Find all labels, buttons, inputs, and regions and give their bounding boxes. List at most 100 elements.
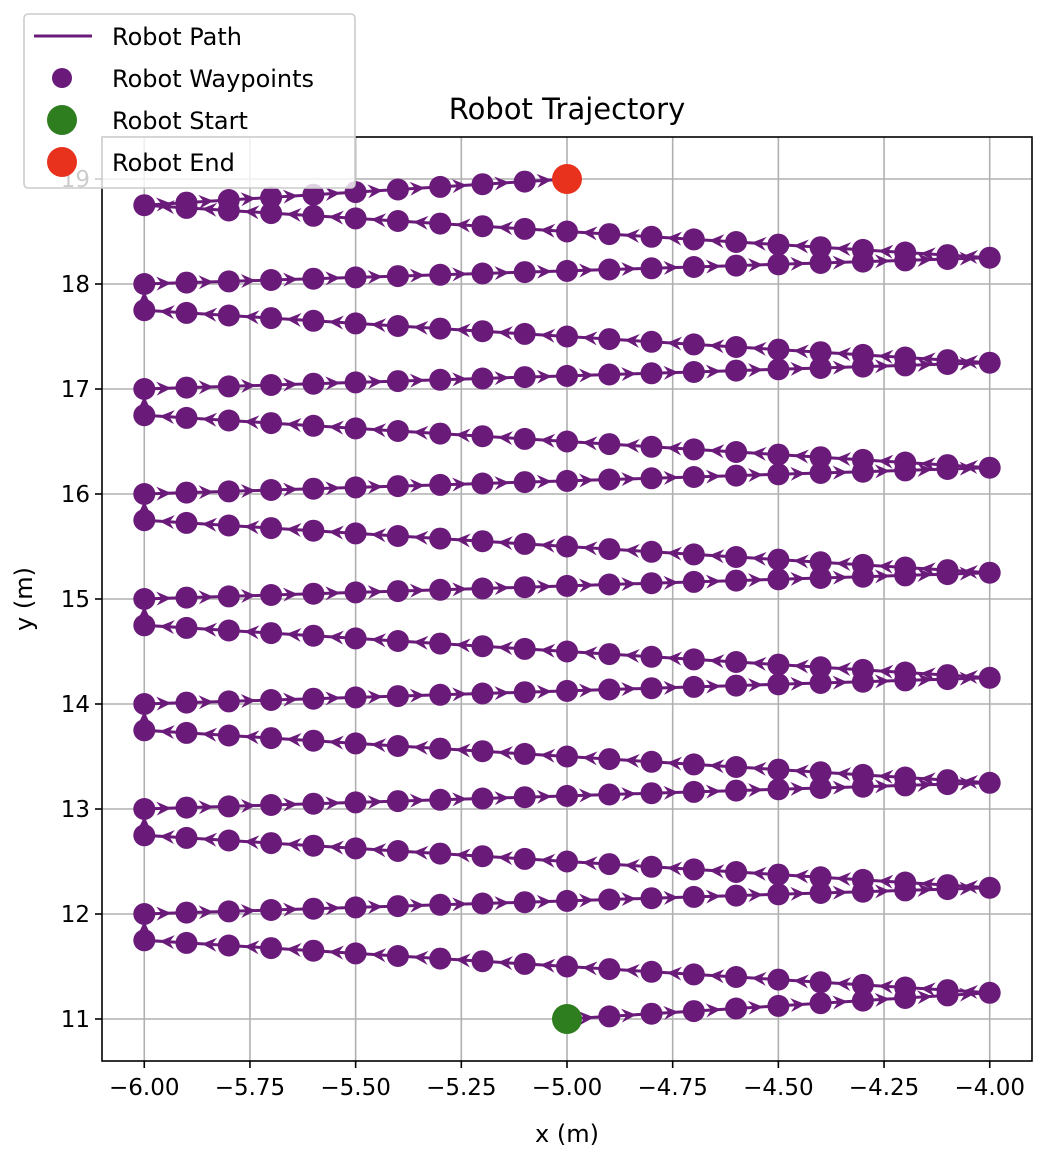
path-direction-arrow (832, 360, 848, 375)
legend-swatch-robot-start (47, 105, 77, 135)
path-direction-arrow (286, 207, 302, 222)
robot-waypoint (725, 359, 748, 382)
path-direction-arrow (282, 482, 299, 497)
robot-waypoint (640, 435, 663, 458)
path-direction-arrow (621, 892, 637, 907)
path-direction-arrow (917, 567, 933, 582)
robot-waypoint (682, 543, 705, 566)
path-direction-arrow (663, 470, 679, 485)
path-direction-arrow (709, 864, 725, 879)
robot-waypoint (260, 269, 283, 291)
path-direction-arrow (705, 889, 721, 904)
path-direction-arrow (790, 361, 806, 376)
robot-waypoint (260, 899, 283, 921)
robot-waypoint (386, 790, 409, 813)
path-direction-arrow (832, 675, 848, 690)
path-direction-arrow (198, 905, 214, 920)
robot-waypoint (429, 175, 452, 198)
robot-waypoint (217, 829, 240, 852)
path-direction-arrow (198, 275, 214, 290)
robot-waypoint (767, 863, 790, 886)
robot-waypoint (302, 204, 325, 227)
robot-waypoint (386, 895, 409, 918)
robot-waypoint (809, 567, 832, 589)
robot-waypoint (429, 683, 452, 706)
path-direction-arrow (832, 995, 848, 1010)
path-direction-arrow (455, 533, 471, 548)
robot-waypoint (513, 471, 536, 494)
robot-waypoint (598, 678, 621, 701)
path-direction-arrow (409, 688, 425, 703)
path-direction-arrow (282, 587, 299, 602)
robot-waypoint (175, 481, 198, 504)
robot-waypoint (471, 173, 494, 196)
robot-waypoint (471, 320, 494, 343)
robot-waypoint (260, 479, 283, 501)
legend-swatch-robot-waypoints (52, 68, 72, 88)
path-direction-arrow (452, 897, 468, 912)
robot-waypoint (302, 897, 325, 920)
robot-waypoint (851, 553, 874, 576)
robot-waypoint (682, 858, 705, 881)
path-direction-arrow (747, 1000, 764, 1015)
robot-waypoint (682, 780, 705, 803)
path-direction-arrow (201, 937, 218, 952)
path-direction-arrow (874, 884, 890, 899)
robot-waypoint (598, 363, 621, 386)
path-direction-arrow (452, 267, 468, 282)
path-direction-arrow (367, 375, 383, 390)
robot-waypoint (767, 253, 790, 276)
path-direction-arrow (156, 486, 172, 501)
robot-waypoint (978, 876, 1001, 899)
path-direction-arrow (790, 998, 806, 1013)
path-direction-arrow (156, 381, 172, 396)
robot-waypoint (260, 412, 283, 435)
start-end-markers-layer (552, 164, 582, 1034)
robot-waypoint (640, 677, 663, 700)
robot-waypoint (471, 787, 494, 810)
path-direction-arrow (709, 234, 725, 249)
path-direction-arrow (878, 769, 894, 784)
robot-waypoint (682, 333, 705, 356)
path-direction-arrow (282, 902, 299, 917)
robot-waypoint (598, 643, 621, 666)
path-direction-arrow (201, 307, 218, 322)
robot-waypoint (217, 900, 240, 923)
robot-waypoint (767, 653, 790, 676)
path-direction-arrow (835, 347, 852, 362)
path-direction-arrow (244, 520, 260, 535)
path-direction-arrow (201, 412, 218, 427)
path-direction-arrow (835, 242, 852, 257)
path-direction-arrow (286, 732, 302, 747)
path-direction-arrow (240, 903, 256, 918)
path-direction-arrow (624, 963, 640, 978)
robot-waypoint (894, 871, 917, 894)
y-tick-label: 15 (61, 587, 90, 613)
path-direction-arrow (666, 336, 683, 351)
path-direction-arrow (328, 840, 344, 855)
path-direction-arrow (832, 570, 848, 585)
robot-waypoint (133, 509, 156, 532)
path-direction-arrow (198, 485, 214, 500)
robot-waypoint (344, 312, 367, 335)
path-direction-arrow (874, 779, 890, 794)
robot-end-marker (552, 164, 582, 194)
robot-waypoint (302, 624, 325, 647)
robot-waypoint (260, 202, 283, 225)
path-direction-arrow (959, 671, 975, 686)
robot-waypoint (556, 469, 578, 492)
path-direction-arrow (536, 173, 552, 188)
path-direction-arrow (663, 680, 679, 695)
robot-waypoint (767, 673, 790, 696)
robot-waypoint (640, 960, 663, 983)
robot-waypoint (344, 266, 367, 289)
robot-waypoint (302, 519, 325, 542)
path-direction-arrow (539, 643, 556, 658)
path-direction-arrow (539, 538, 556, 553)
robot-waypoint (513, 532, 536, 555)
robot-waypoint (978, 561, 1001, 584)
path-direction-arrow (624, 648, 640, 663)
robot-waypoint (302, 939, 325, 962)
robot-waypoint (767, 778, 790, 801)
y-tick-label: 18 (61, 272, 90, 298)
